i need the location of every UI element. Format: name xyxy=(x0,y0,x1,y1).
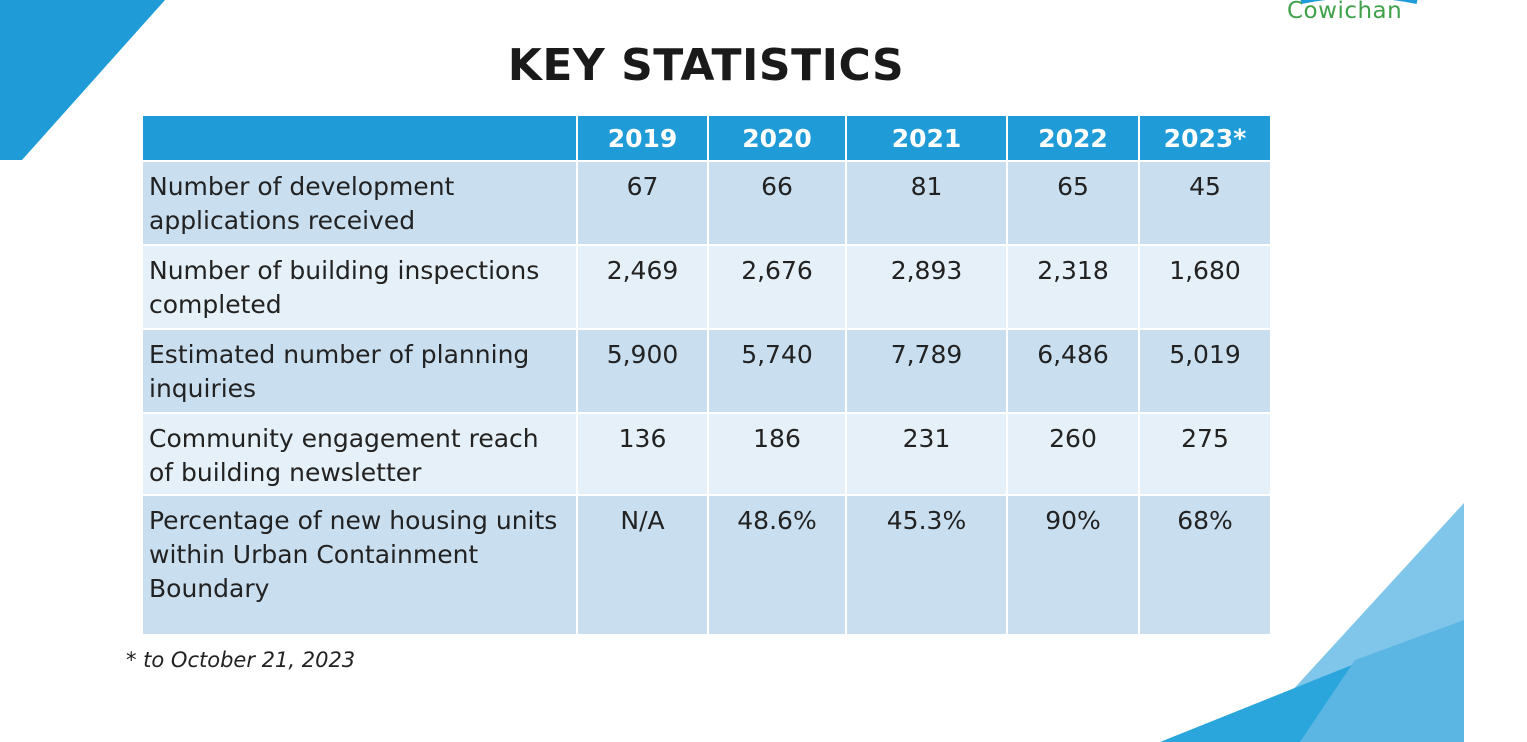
header-cell-2022: 2022 xyxy=(1006,114,1140,162)
table-row: Number of development applications recei… xyxy=(141,160,1272,246)
table-cell: 275 xyxy=(1138,412,1272,496)
header-cell-2023: 2023* xyxy=(1138,114,1272,162)
logo-text: Cowichan xyxy=(1287,0,1403,24)
row-label: Percentage of new housing units within U… xyxy=(141,494,578,636)
table-cell: 67 xyxy=(576,160,709,246)
row-label: Number of building inspections completed xyxy=(141,244,578,330)
page-title: KEY STATISTICS xyxy=(507,40,905,91)
table-row: Percentage of new housing units within U… xyxy=(141,494,1272,636)
table-cell: 2,676 xyxy=(707,244,847,330)
table-cell: 2,318 xyxy=(1006,244,1140,330)
header-cell-2021: 2021 xyxy=(845,114,1008,162)
table-cell: 45 xyxy=(1138,160,1272,246)
row-label: Estimated number of planning inquiries xyxy=(141,328,578,414)
footnote: * to October 21, 2023 xyxy=(126,648,356,672)
table-cell: 5,019 xyxy=(1138,328,1272,414)
table-cell: 136 xyxy=(576,412,709,496)
table-cell: 66 xyxy=(707,160,847,246)
table-cell: 48.6% xyxy=(707,494,847,636)
header-cell-2019: 2019 xyxy=(576,114,709,162)
row-label: Community engagement reach of building n… xyxy=(141,412,578,496)
top-left-blue-triangle xyxy=(0,0,165,160)
table-row: Number of building inspections completed… xyxy=(141,244,1272,330)
table-row: Estimated number of planning inquiries 5… xyxy=(141,328,1272,414)
table-cell: 81 xyxy=(845,160,1008,246)
table-row: Community engagement reach of building n… xyxy=(141,412,1272,496)
bottom-right-overlap-triangle xyxy=(1300,620,1464,742)
header-cell-empty xyxy=(141,114,578,162)
table-cell: 1,680 xyxy=(1138,244,1272,330)
table-cell: 6,486 xyxy=(1006,328,1140,414)
table-cell: 260 xyxy=(1006,412,1140,496)
header-cell-2020: 2020 xyxy=(707,114,847,162)
cowichan-logo[interactable]: Cowichan xyxy=(1287,0,1427,30)
table-cell: 231 xyxy=(845,412,1008,496)
table-cell: 90% xyxy=(1006,494,1140,636)
row-label: Number of development applications recei… xyxy=(141,160,578,246)
table-header-row: 2019 2020 2021 2022 2023* xyxy=(141,114,1272,162)
table-cell: 2,893 xyxy=(845,244,1008,330)
table-cell: 5,900 xyxy=(576,328,709,414)
table-cell: 68% xyxy=(1138,494,1272,636)
key-statistics-table: 2019 2020 2021 2022 2023* Number of deve… xyxy=(141,114,1272,636)
table-cell: 7,789 xyxy=(845,328,1008,414)
table-cell: 186 xyxy=(707,412,847,496)
table-cell: 45.3% xyxy=(845,494,1008,636)
table-cell: 2,469 xyxy=(576,244,709,330)
table-cell: 5,740 xyxy=(707,328,847,414)
table-cell: N/A xyxy=(576,494,709,636)
table-cell: 65 xyxy=(1006,160,1140,246)
